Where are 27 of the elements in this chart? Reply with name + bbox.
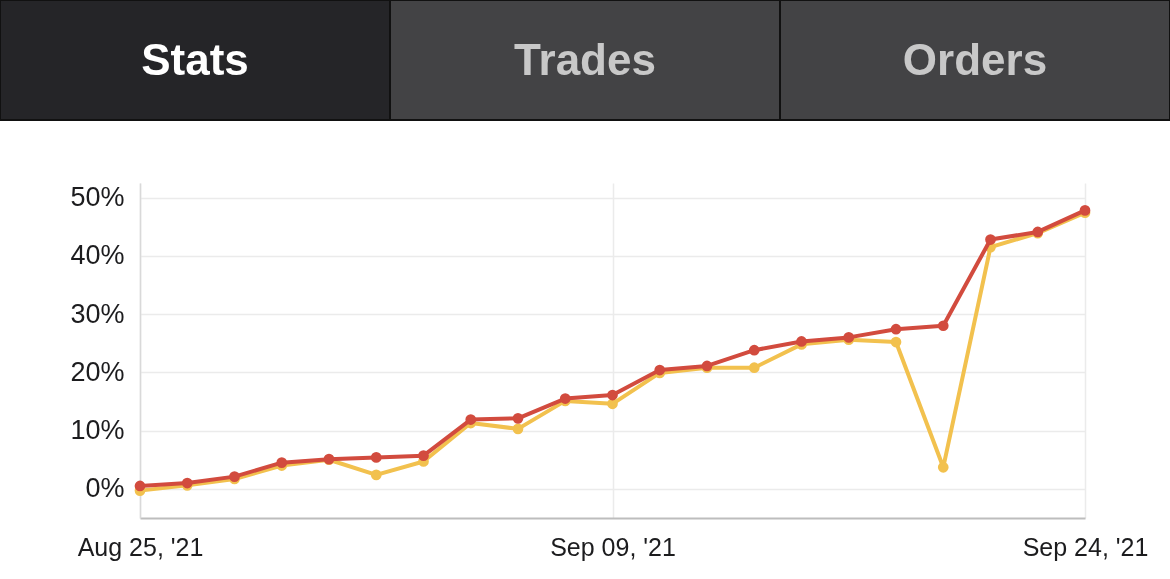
y-tick-label: 30% [70,298,125,329]
point [607,398,618,410]
y-tick-label: 40% [70,240,125,271]
x-tick-label: Sep 09, '21 [550,532,676,561]
text: Trades [514,35,656,84]
x-tick-label: Aug 25, '21 [77,532,204,561]
point [748,362,760,374]
x-tick-label: Sep 24, '21 [1022,532,1149,561]
y-tick-label: 10% [70,415,125,446]
point [890,336,902,348]
point [370,469,382,481]
point [890,323,902,335]
point [134,480,146,492]
point [985,234,996,245]
point [748,344,760,356]
y-tick-label: 20% [70,356,125,387]
point [465,414,477,425]
point [937,320,949,332]
point [418,450,429,462]
point [370,452,382,463]
y-tick-label: 50% [70,182,125,213]
text: Orders [902,35,1048,84]
y-tick-label: 0% [85,473,125,504]
point [512,423,524,435]
point [512,413,524,424]
point [607,389,618,401]
text: Stats [141,35,249,84]
